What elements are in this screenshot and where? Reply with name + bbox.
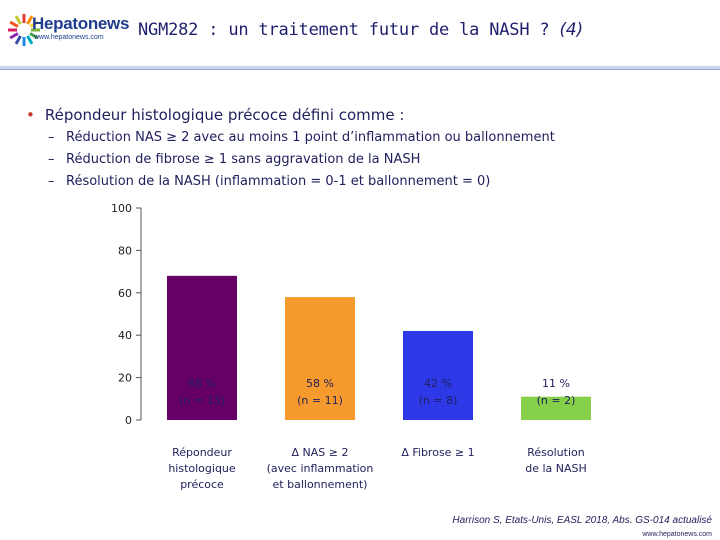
category-label: (avec inflammation: [267, 462, 374, 475]
category-label: Δ NAS ≥ 2: [292, 446, 349, 459]
bar: [167, 275, 237, 420]
bar-n-label: (n = 2): [537, 394, 576, 407]
y-tick-label: 80: [118, 244, 132, 257]
category-label: Répondeur: [172, 446, 232, 459]
slide-title-main: NGM282 : un traitement futur de la NASH …: [138, 20, 560, 40]
sub-item-text: Résolution de la NASH (inflammation = 0-…: [66, 174, 491, 189]
bar: [403, 330, 473, 420]
bar: [285, 297, 355, 420]
y-tick-label: 0: [125, 414, 132, 427]
slide-title: NGM282 : un traitement futur de la NASH …: [138, 20, 583, 40]
footer-url: www.hepatonews.com: [642, 531, 712, 538]
bullet-dot-icon: •: [26, 106, 35, 124]
logo-wordmark: Hepatonews: [32, 14, 130, 33]
dash-icon: –: [48, 130, 55, 145]
bar: [521, 396, 591, 420]
slide-header: Hepatonews www.hepatonews.com NGM282 : u…: [0, 0, 720, 66]
sub-item-text: Réduction de fibrose ≥ 1 sans aggravatio…: [66, 152, 421, 167]
bar-n-label: (n = 11): [297, 394, 343, 407]
citation: Harrison S, Etats-Unis, EASL 2018, Abs. …: [452, 515, 712, 526]
category-label: de la NASH: [525, 462, 587, 475]
category-label: précoce: [180, 478, 224, 491]
header-divider: [0, 66, 720, 69]
category-label: histologique: [168, 462, 236, 475]
main-bullet: • Répondeur histologique précoce défini c…: [26, 106, 404, 124]
slide-title-suffix: (4): [559, 20, 583, 40]
category-label: Δ Fibrose ≥ 1: [401, 446, 474, 459]
sub-item-text: Réduction NAS ≥ 2 avec au moins 1 point …: [66, 130, 555, 145]
dash-icon: –: [48, 152, 55, 167]
logo-url: www.hepatonews.com: [34, 34, 104, 41]
category-label: Résolution: [527, 446, 585, 459]
bar-value-label: 68 %: [188, 377, 216, 390]
sub-item: – Résolution de la NASH (inflammation = 0…: [48, 174, 491, 189]
category-label: et ballonnement): [273, 478, 368, 491]
y-tick-label: 20: [118, 372, 132, 385]
hepatonews-logo-icon: [8, 14, 40, 46]
bar-value-label: 42 %: [424, 377, 452, 390]
bar-n-label: (n = 13): [179, 394, 225, 407]
dash-icon: –: [48, 174, 55, 189]
sub-item: – Réduction NAS ≥ 2 avec au moins 1 point…: [48, 130, 555, 145]
bar-value-label: 11 %: [542, 377, 570, 390]
bar-value-label: 58 %: [306, 377, 334, 390]
y-tick-label: 60: [118, 287, 132, 300]
y-tick-label: 40: [118, 329, 132, 342]
bar-n-label: (n = 8): [419, 394, 458, 407]
main-bullet-text: Répondeur histologique précoce défini co…: [44, 106, 405, 124]
header-divider-line: [0, 69, 720, 70]
y-tick-label: 100: [111, 202, 132, 215]
sub-item: – Réduction de fibrose ≥ 1 sans aggravati…: [48, 152, 421, 167]
